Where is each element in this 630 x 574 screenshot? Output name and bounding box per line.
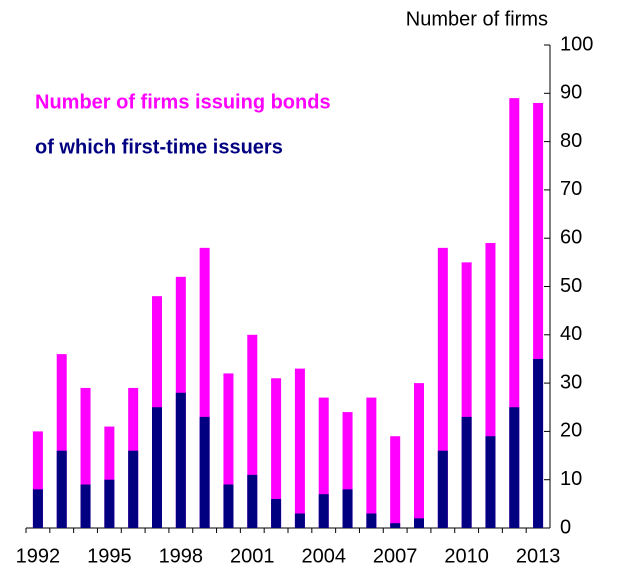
y-tick-label: 0 <box>560 516 571 538</box>
x-tick-label: 2001 <box>230 545 275 567</box>
bar <box>390 523 401 528</box>
bar <box>366 397 377 528</box>
bar <box>485 243 496 528</box>
bar <box>294 368 305 528</box>
x-tick-label: 1992 <box>16 545 61 567</box>
y-tick-label: 60 <box>560 226 582 248</box>
bar <box>366 513 377 528</box>
bar <box>485 436 496 528</box>
bar <box>509 98 520 528</box>
x-tick-label: 2013 <box>516 545 561 567</box>
y-axis-label: Number of firms <box>406 8 548 30</box>
y-tick-label: 50 <box>560 275 582 297</box>
bar <box>247 334 258 528</box>
bar <box>533 102 544 529</box>
bar <box>414 518 424 528</box>
legend-entry: Number of firms issuing bonds <box>35 91 331 113</box>
y-tick-label: 100 <box>560 33 593 55</box>
bar <box>461 416 472 528</box>
x-tick-label: 1998 <box>159 545 204 567</box>
bar <box>199 416 210 528</box>
bar <box>223 484 234 528</box>
bar <box>104 479 115 528</box>
bar <box>437 450 448 528</box>
bar <box>509 407 520 528</box>
bar <box>271 499 282 528</box>
y-tick-label: 30 <box>560 371 582 393</box>
bar <box>390 436 401 528</box>
bar <box>294 513 305 528</box>
x-tick-label: 2010 <box>444 545 489 567</box>
legend-entry: of which first-time issuers <box>35 136 283 158</box>
bar <box>175 392 186 528</box>
bar <box>414 383 424 528</box>
bar <box>56 450 67 528</box>
bar <box>318 397 329 528</box>
bar <box>80 387 91 528</box>
y-tick-label: 10 <box>560 468 582 490</box>
x-tick-label: 2004 <box>301 545 346 567</box>
y-tick-label: 80 <box>560 130 582 152</box>
y-tick-label: 20 <box>560 420 582 442</box>
bar <box>271 378 282 528</box>
bar <box>318 494 329 528</box>
bar <box>247 474 258 528</box>
bar <box>223 373 234 528</box>
bar <box>56 354 67 528</box>
y-tick-label: 70 <box>560 178 582 200</box>
bar <box>32 489 43 528</box>
y-tick-label: 40 <box>560 323 582 345</box>
bar <box>104 426 115 528</box>
bar <box>342 489 353 528</box>
bar <box>342 412 353 528</box>
bar <box>437 247 448 529</box>
bar <box>128 450 139 528</box>
x-tick-label: 1995 <box>87 545 132 567</box>
bar <box>461 262 472 528</box>
y-tick-label: 90 <box>560 82 582 104</box>
bar <box>152 407 162 528</box>
bar <box>80 484 91 528</box>
x-tick-label: 2007 <box>373 545 418 567</box>
bar <box>533 358 544 528</box>
bar <box>32 431 43 528</box>
bar <box>199 247 210 529</box>
